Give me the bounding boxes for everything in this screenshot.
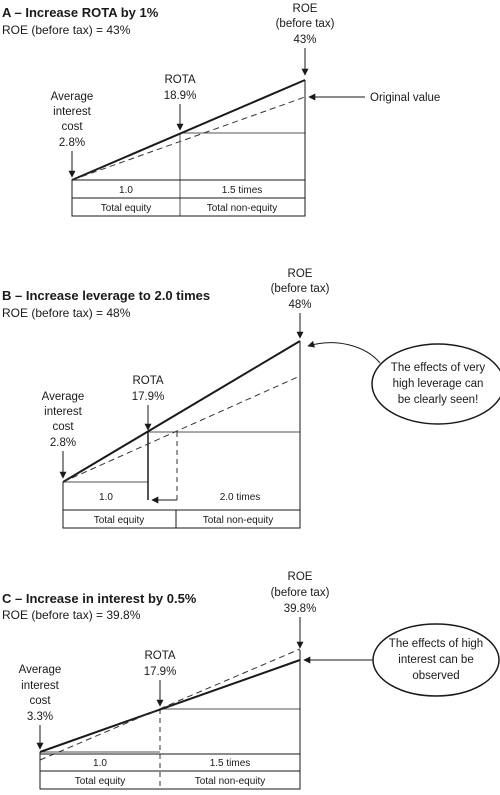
panel-b-equity-label: Total equity [94, 515, 145, 526]
panel-b-interest-label-2: interest [44, 406, 83, 418]
panel-a-equity-ratio: 1.0 [119, 185, 133, 196]
panel-a-rota-label: ROTA [164, 74, 195, 86]
panel-a-title: A – Increase ROTA by 1% [2, 5, 159, 20]
panel-c-rota-label: ROTA [144, 650, 175, 662]
panel-b-callout-arrow [307, 340, 381, 364]
panel-b-callout-line-3: be clearly seen! [398, 394, 479, 406]
panel-c-new-roe-line [39, 659, 301, 753]
panel-c-title: C – Increase in interest by 0.5% [2, 591, 197, 606]
panel-b-title: B – Increase leverage to 2.0 times [2, 288, 210, 303]
panel-a-interest-label-2: interest [53, 106, 92, 118]
panel-b-roe-value: 48% [288, 299, 311, 311]
panel-c: C – Increase in interest by 0.5% ROE (be… [2, 571, 500, 790]
panel-a-interest-label-1: Average [51, 91, 94, 103]
panel-a-roe-header-2: (before tax) [276, 18, 335, 30]
panel-c-callout-line-2: interest can be [398, 654, 473, 666]
panel-b-original-line [62, 375, 301, 483]
panel-a: A – Increase ROTA by 1% ROE (before tax)… [2, 3, 440, 217]
panel-b: B – Increase leverage to 2.0 times ROE (… [2, 268, 500, 529]
panel-c-original-line [39, 648, 301, 761]
panel-b-interest-value: 2.8% [50, 437, 76, 449]
panel-b-callout-line-1: The effects of very [391, 362, 486, 374]
panel-b-label-row [62, 509, 301, 529]
panel-b-roe-summary: ROE (before tax) = 48% [2, 306, 131, 320]
panel-c-nonequity-label: Total non-equity [195, 776, 266, 787]
panel-c-callout-line-3: observed [412, 670, 459, 682]
panel-b-nonequity-label: Total non-equity [203, 515, 274, 526]
panel-c-interest-label-1: Average [19, 664, 62, 676]
panel-c-interest-value: 3.3% [27, 711, 53, 723]
panel-c-roe-summary: ROE (before tax) = 39.8% [2, 608, 141, 622]
panel-a-equity-label: Total equity [101, 203, 152, 214]
panel-c-ratio-row [39, 753, 301, 772]
panel-a-roe-value: 43% [293, 34, 316, 46]
panel-c-roe-value: 39.8% [284, 603, 317, 615]
panel-c-rota-value: 17.9% [144, 666, 177, 678]
panel-c-leverage-ratio: 1.5 times [210, 758, 251, 769]
panel-c-roe-header-2: (before tax) [271, 587, 330, 599]
panel-a-roe-summary: ROE (before tax) = 43% [2, 23, 131, 37]
panel-a-roe-header-1: ROE [293, 3, 318, 15]
panel-a-original-line [71, 96, 306, 181]
panel-b-interest-label-1: Average [42, 391, 85, 403]
panel-b-rota-value: 17.9% [132, 391, 165, 403]
panel-b-interest-label-3: cost [52, 421, 74, 433]
panel-b-rota-label: ROTA [132, 375, 163, 387]
panel-a-interest-value: 2.8% [59, 137, 85, 149]
panel-c-interest-label-3: cost [29, 695, 51, 707]
panel-b-roe-header-1: ROE [288, 268, 313, 280]
panel-a-leverage-ratio: 1.5 times [222, 185, 263, 196]
panel-c-label-row [39, 770, 301, 790]
panel-a-ratio-row [71, 179, 306, 199]
panel-b-roe-header-2: (before tax) [271, 283, 330, 295]
panel-b-callout-line-2: high leverage can [393, 378, 484, 390]
panel-a-label-row [71, 197, 306, 217]
panel-c-equity-ratio: 1.0 [93, 758, 107, 769]
panel-b-new-roe-line [62, 340, 301, 483]
panel-b-equity-ratio: 1.0 [99, 492, 113, 503]
panel-a-nonequity-label: Total non-equity [207, 203, 278, 214]
panel-c-callout-line-1: The effects of high [389, 638, 483, 650]
panel-a-rota-value: 18.9% [164, 90, 197, 102]
panel-a-new-roe-line [71, 79, 306, 181]
panel-c-equity-label: Total equity [75, 776, 126, 787]
panel-a-interest-label-3: cost [61, 121, 83, 133]
panel-c-roe-header-1: ROE [288, 571, 313, 583]
panel-c-callout [372, 623, 500, 697]
panel-b-callout [371, 343, 500, 425]
panel-c-interest-label-2: interest [21, 680, 60, 692]
panel-b-leverage-ratio: 2.0 times [220, 492, 261, 503]
panel-a-annotation: Original value [370, 92, 440, 104]
